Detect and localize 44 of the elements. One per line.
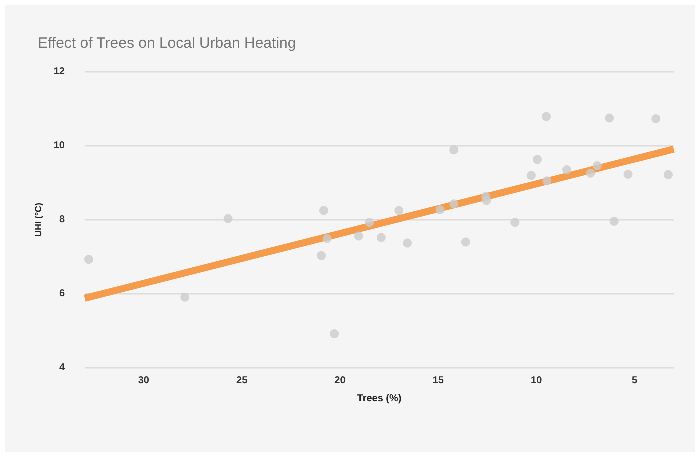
y-tick-label: 8 [59,214,66,226]
point [376,233,386,242]
chart-title: Effect of Trees on Local Urban Heating [38,35,296,52]
point [482,196,492,206]
point [605,114,614,123]
point [224,214,233,224]
point [664,170,674,180]
point [624,170,633,179]
x-tick-label: 10 [531,376,543,386]
y-tick-label: 12 [54,66,66,78]
point [542,112,552,122]
x-axis-title: Trees (%) [357,394,402,404]
point [533,155,542,164]
x-tick-label: 25 [236,376,248,386]
point [317,251,326,260]
point [610,216,619,226]
point [354,232,364,241]
point [319,206,328,216]
point [562,166,572,175]
point [652,114,661,124]
point [510,218,520,228]
point [394,206,404,216]
point [526,171,536,180]
point [180,292,190,302]
x-tick-label: 30 [138,376,150,386]
point [84,255,94,264]
x-tick-label: 20 [334,376,346,386]
point [365,218,374,228]
point [330,329,340,338]
y-tick-label: 4 [59,362,66,374]
point [592,161,602,170]
point [322,234,332,244]
point [542,176,552,186]
point [403,238,412,248]
point [436,206,445,215]
point [586,168,596,178]
y-tick-label: 10 [54,140,66,152]
point [450,200,459,209]
x-tick-label: 15 [432,376,444,386]
x-tick-label: 5 [632,376,638,386]
y-tick-label: 6 [59,288,66,300]
y-axis-title: UHI (°C) [33,202,44,238]
point [450,146,459,155]
point [461,238,470,247]
